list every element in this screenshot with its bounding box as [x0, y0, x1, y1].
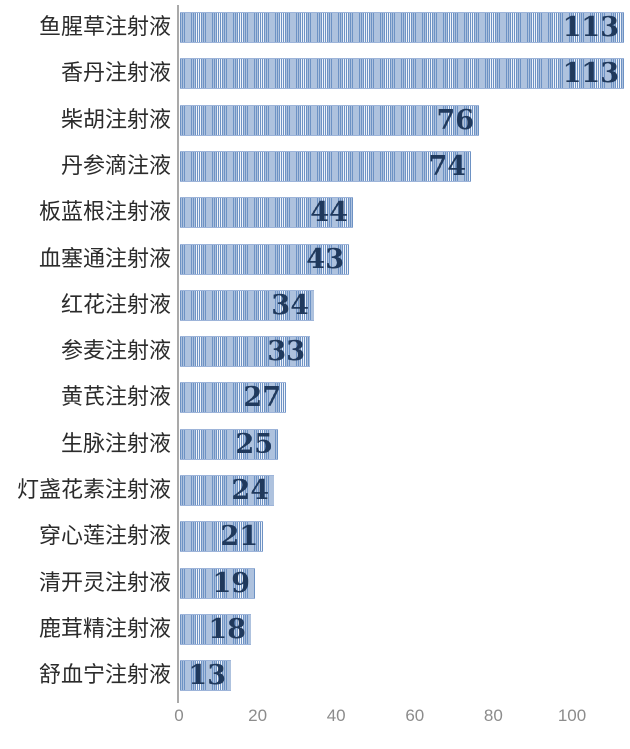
- bar: 27: [180, 382, 286, 413]
- category-label: 鱼腥草注射液: [38, 15, 171, 40]
- category-label: 参麦注射液: [60, 339, 171, 364]
- bar-value-label: 76: [436, 105, 474, 136]
- bar-value-label: 25: [235, 429, 273, 460]
- bar: 34: [180, 290, 314, 321]
- bar-value-label: 74: [428, 151, 466, 182]
- category-axis-line: [177, 5, 179, 703]
- x-axis-tick-label: 20: [248, 706, 268, 725]
- bar-value-label: 24: [231, 475, 269, 506]
- x-axis-tick-label: 80: [483, 706, 503, 725]
- x-axis-tick-label: 100: [557, 706, 587, 725]
- bar: 113: [180, 58, 624, 89]
- bar: 113: [180, 12, 624, 43]
- bar: 25: [180, 429, 278, 460]
- bar: 33: [180, 336, 310, 367]
- category-label: 板蓝根注射液: [38, 200, 171, 225]
- bar-value-label: 44: [310, 197, 348, 228]
- category-label: 黄芪注射液: [60, 385, 171, 410]
- bar-value-label: 33: [267, 336, 305, 367]
- bar-value-label: 27: [243, 382, 281, 413]
- category-label: 灯盏花素注射液: [16, 478, 171, 503]
- bar: 21: [180, 521, 263, 552]
- bar: 19: [180, 568, 255, 599]
- bar: 24: [180, 475, 274, 506]
- category-label: 鹿茸精注射液: [38, 617, 171, 642]
- category-label: 红花注射液: [60, 293, 171, 318]
- bar: 43: [180, 244, 349, 275]
- bar-value-label: 19: [212, 568, 250, 599]
- category-label: 穿心莲注射液: [38, 524, 171, 549]
- category-label: 生脉注射液: [60, 432, 171, 457]
- category-label: 舒血宁注射液: [38, 663, 171, 688]
- bar-value-label: 34: [271, 290, 309, 321]
- x-axis-tick-label: 60: [405, 706, 425, 725]
- bar-value-label: 18: [208, 614, 246, 645]
- x-axis-tick-label: 40: [326, 706, 346, 725]
- bar-value-label: 13: [188, 660, 226, 691]
- bar-value-label: 43: [306, 244, 344, 275]
- category-label: 血塞通注射液: [38, 247, 171, 272]
- x-axis-tick-label: 0: [174, 706, 184, 725]
- bar-value-label: 113: [562, 12, 619, 43]
- category-label: 清开灵注射液: [38, 571, 171, 596]
- bar: 13: [180, 660, 231, 691]
- bar-value-label: 113: [562, 58, 619, 89]
- category-label: 丹参滴注液: [60, 154, 171, 179]
- category-label: 柴胡注射液: [60, 108, 171, 133]
- bar-value-label: 21: [220, 521, 258, 552]
- bar: 44: [180, 197, 353, 228]
- category-label: 香丹注射液: [60, 61, 171, 86]
- bar: 74: [180, 151, 471, 182]
- bar: 76: [180, 105, 479, 136]
- bar: 18: [180, 614, 251, 645]
